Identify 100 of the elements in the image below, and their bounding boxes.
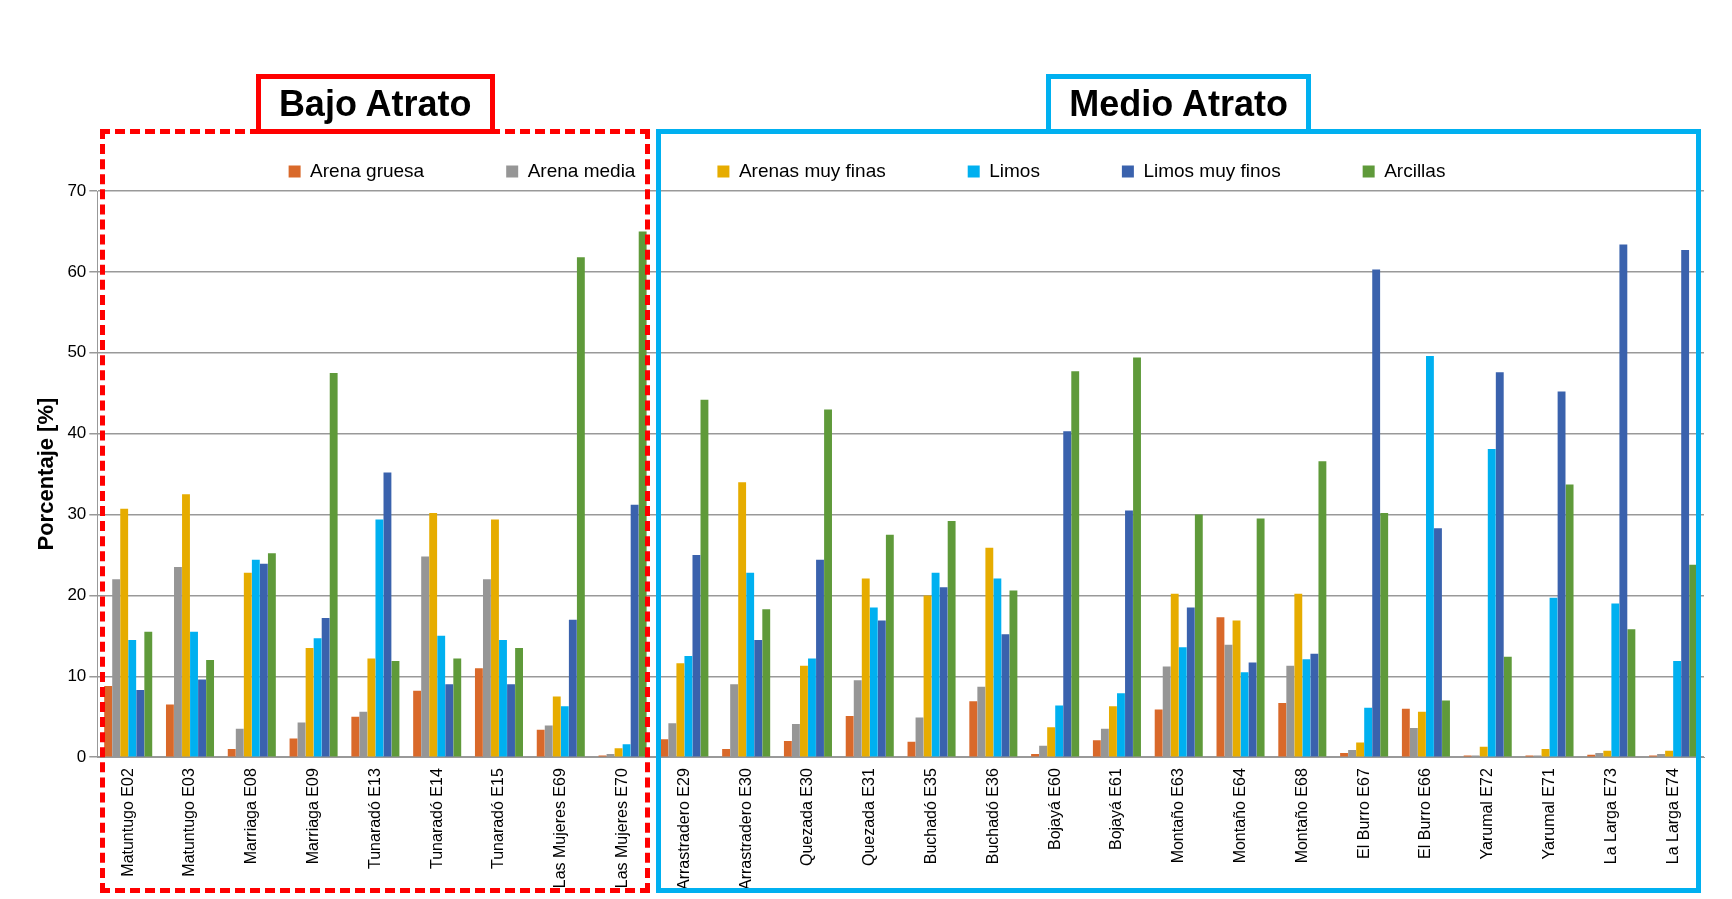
bar (251, 559, 260, 757)
bar (313, 638, 322, 757)
bar (560, 706, 569, 757)
bar (190, 631, 198, 757)
bar (845, 715, 854, 757)
bar (1372, 269, 1381, 757)
bar (1009, 590, 1018, 757)
bar (1619, 244, 1628, 757)
bar (1426, 356, 1434, 757)
x-tick-label: Yarumal E71 (1539, 768, 1557, 860)
bar (622, 744, 631, 757)
bar (985, 547, 994, 757)
bar (1434, 528, 1442, 757)
bar (1627, 629, 1636, 757)
x-tick-label: Montaño E64 (1230, 768, 1248, 864)
bar (351, 716, 360, 757)
x-tick-label: Matuntugo E02 (118, 768, 136, 877)
x-tick-label: La Larga E73 (1601, 768, 1619, 865)
bar (165, 704, 174, 757)
x-tick-label: Tunaradó E14 (427, 768, 445, 869)
x-tick-label: Buchadó E35 (921, 768, 939, 865)
bar (1108, 706, 1117, 757)
bar (259, 563, 268, 757)
bar (128, 639, 137, 757)
x-tick-label: Matuntugo E03 (180, 768, 198, 877)
legend-label: Limos muy finos (1143, 159, 1281, 181)
bar (429, 512, 438, 757)
y-tick-label: 50 (67, 342, 87, 362)
bar (816, 559, 824, 757)
bar (1681, 250, 1690, 757)
bar (1442, 700, 1450, 757)
bar (1178, 647, 1187, 757)
bar (305, 647, 314, 757)
x-tick-label: Quezada E31 (860, 768, 878, 867)
bar (1417, 711, 1426, 757)
bar (1063, 431, 1072, 757)
bar (507, 684, 515, 757)
bar (536, 729, 545, 757)
x-tick-label: Arrastradero E29 (674, 768, 692, 891)
bar (182, 494, 190, 757)
y-tick-label: 70 (67, 180, 87, 200)
bar (1071, 371, 1080, 757)
bar (437, 635, 446, 757)
bar (1310, 653, 1319, 757)
bar (375, 519, 384, 757)
bar (939, 587, 948, 757)
bar (1487, 449, 1496, 757)
bar (692, 554, 701, 757)
bar (198, 679, 206, 757)
bar (931, 572, 940, 757)
x-tick-label: Tunaradó E15 (489, 768, 507, 869)
bar (1318, 461, 1327, 757)
x-tick-label: Buchadó E36 (983, 768, 1001, 865)
legend-label: Arena media (527, 159, 636, 181)
bar (1170, 593, 1179, 757)
bar (267, 553, 276, 757)
x-tick-label: Marriaga E09 (304, 768, 321, 865)
x-tick-label: Bojayá E61 (1107, 768, 1125, 851)
text: Medio Atrato (1046, 74, 1311, 134)
bar (1340, 753, 1348, 757)
bar (1479, 746, 1488, 757)
bar (568, 619, 577, 757)
bar (1294, 593, 1303, 757)
x-tick-label: Las Mujeres E70 (612, 768, 630, 889)
bar (206, 660, 215, 757)
x-tick-label: Montaño E68 (1292, 768, 1310, 864)
bar (969, 701, 978, 757)
x-tick-label: Quezada E30 (798, 768, 816, 867)
bar (993, 578, 1002, 757)
bar (1055, 705, 1064, 757)
bar (1302, 659, 1311, 757)
bar (1673, 660, 1682, 757)
x-tick-label: Marriaga E08 (242, 768, 260, 865)
bar (120, 508, 129, 757)
bar (104, 685, 113, 757)
bar (676, 663, 685, 757)
bar (243, 572, 252, 757)
y-tick-label: 30 (67, 504, 87, 524)
bar (491, 519, 499, 757)
bar (1495, 372, 1504, 757)
bar (136, 690, 145, 757)
bar (552, 696, 561, 757)
bar (1194, 514, 1203, 757)
legend-label: Arenas muy finas (738, 159, 886, 181)
y-tick-label: 40 (67, 423, 87, 443)
bar (824, 409, 832, 757)
bar (1047, 727, 1056, 757)
bar (1256, 518, 1265, 757)
bar (227, 749, 236, 757)
x-tick-label: Bojayá E60 (1045, 768, 1063, 851)
bar (1001, 634, 1010, 757)
text: Bajo Atrato (255, 74, 495, 134)
bar (1133, 357, 1141, 757)
bar (1611, 603, 1620, 757)
x-tick-label: Arrastradero E30 (736, 768, 754, 891)
bar (499, 639, 507, 757)
x-tick-label: Tunaradó E13 (365, 768, 383, 869)
bar (738, 482, 747, 757)
bar (474, 668, 483, 757)
bar (515, 647, 523, 757)
